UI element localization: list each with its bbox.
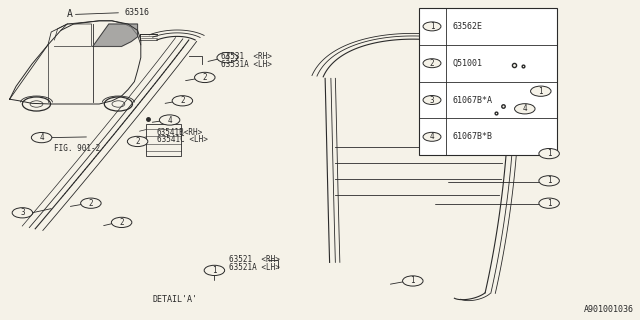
Circle shape: [403, 276, 423, 286]
Text: 63521  <RH>: 63521 <RH>: [229, 255, 280, 264]
Circle shape: [31, 132, 52, 143]
Text: 3: 3: [20, 208, 25, 217]
Text: A: A: [67, 9, 73, 20]
Circle shape: [423, 132, 441, 141]
Circle shape: [531, 86, 551, 96]
Text: 4: 4: [167, 116, 172, 124]
Text: FIG. 901-2: FIG. 901-2: [54, 144, 100, 153]
Circle shape: [515, 104, 535, 114]
Circle shape: [539, 198, 559, 208]
Circle shape: [423, 96, 441, 104]
Text: DETAIL'A': DETAIL'A': [152, 295, 197, 304]
Text: 63531  <RH>: 63531 <RH>: [221, 52, 271, 60]
Circle shape: [159, 115, 180, 125]
Bar: [419, 8, 557, 155]
Text: 63541C <LH>: 63541C <LH>: [157, 135, 207, 144]
Text: 63541B<RH>: 63541B<RH>: [157, 128, 203, 137]
Text: 1: 1: [410, 276, 415, 285]
Bar: [146, 124, 181, 156]
Text: 2: 2: [180, 96, 185, 105]
Circle shape: [539, 148, 559, 159]
Text: 1: 1: [538, 87, 543, 96]
Circle shape: [127, 136, 148, 147]
Text: 61067B*B: 61067B*B: [452, 132, 493, 141]
Text: 2: 2: [202, 73, 207, 82]
Circle shape: [204, 265, 225, 276]
Text: 1: 1: [429, 22, 435, 31]
Text: 63562E: 63562E: [452, 22, 483, 31]
Text: 2: 2: [88, 199, 93, 208]
Text: 1: 1: [212, 266, 217, 275]
Circle shape: [81, 198, 101, 208]
Circle shape: [423, 22, 441, 31]
Text: Q51001: Q51001: [452, 59, 483, 68]
Text: 4: 4: [522, 104, 527, 113]
Text: 4: 4: [429, 132, 435, 141]
Text: 1: 1: [547, 199, 552, 208]
Circle shape: [217, 52, 237, 63]
Polygon shape: [93, 24, 138, 46]
Text: 63521A <LH>: 63521A <LH>: [229, 263, 280, 272]
Circle shape: [12, 208, 33, 218]
Text: 3: 3: [429, 95, 435, 105]
Text: A901001036: A901001036: [584, 305, 634, 314]
Circle shape: [539, 176, 559, 186]
Text: 4: 4: [39, 133, 44, 142]
Text: 63531A <LH>: 63531A <LH>: [221, 60, 271, 68]
Text: 2: 2: [429, 59, 435, 68]
Circle shape: [111, 217, 132, 228]
Circle shape: [172, 96, 193, 106]
Text: 1: 1: [547, 176, 552, 185]
Text: 2: 2: [135, 137, 140, 146]
Circle shape: [423, 59, 441, 68]
Text: 1: 1: [547, 149, 552, 158]
Text: 2: 2: [119, 218, 124, 227]
Circle shape: [195, 72, 215, 83]
Text: 4: 4: [225, 53, 230, 62]
Text: 63516: 63516: [125, 8, 150, 17]
Text: 61067B*A: 61067B*A: [452, 95, 493, 105]
